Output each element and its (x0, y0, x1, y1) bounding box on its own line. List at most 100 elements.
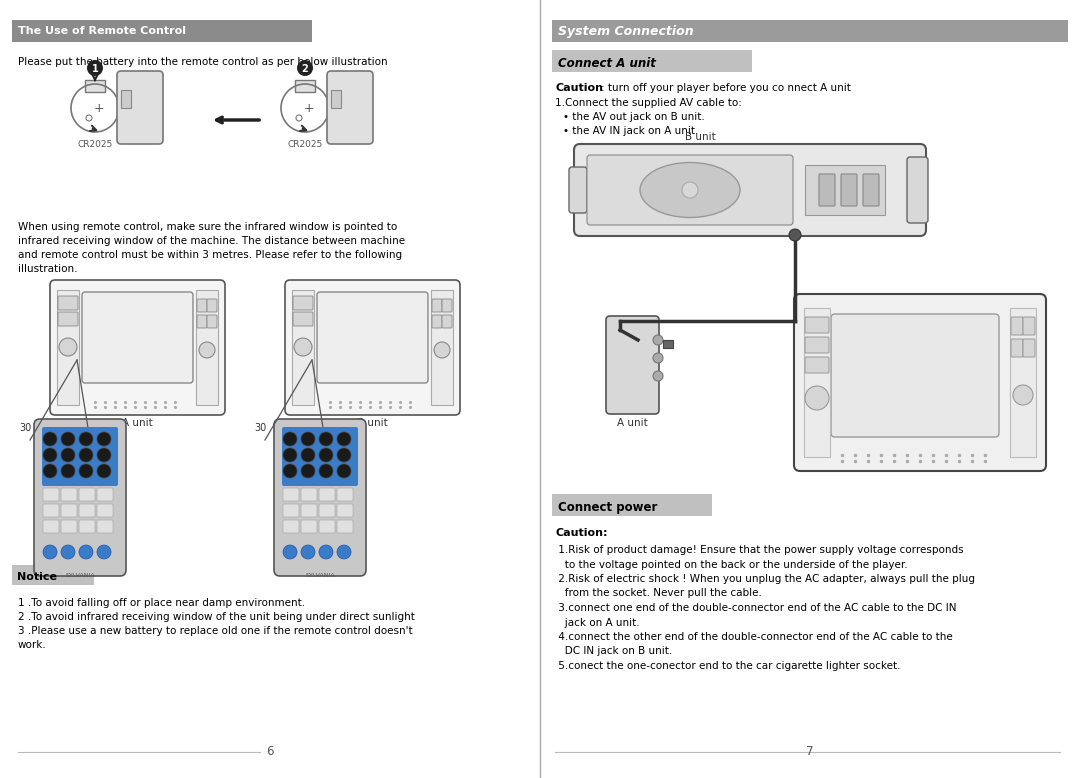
FancyBboxPatch shape (319, 504, 335, 517)
Bar (292, 290, 314, 405)
Circle shape (97, 545, 111, 559)
Text: 3 .Please use a new battery to replace old one if the remote control doesn't: 3 .Please use a new battery to replace o… (18, 626, 413, 636)
Bar (195, 290, 218, 405)
Circle shape (319, 464, 333, 478)
FancyBboxPatch shape (841, 174, 858, 206)
Circle shape (301, 545, 315, 559)
Circle shape (337, 545, 351, 559)
FancyBboxPatch shape (337, 520, 353, 533)
FancyBboxPatch shape (863, 174, 879, 206)
Text: to the voltage pointed on the back or the underside of the player.: to the voltage pointed on the back or th… (555, 559, 907, 569)
FancyBboxPatch shape (573, 144, 926, 236)
Text: 1.Connect the supplied AV cable to:: 1.Connect the supplied AV cable to: (555, 98, 742, 108)
FancyBboxPatch shape (283, 504, 299, 517)
FancyBboxPatch shape (60, 504, 77, 517)
FancyBboxPatch shape (588, 155, 793, 225)
Text: • the AV out jack on B unit.: • the AV out jack on B unit. (563, 112, 705, 122)
FancyBboxPatch shape (819, 174, 835, 206)
FancyBboxPatch shape (606, 316, 659, 414)
Text: 1: 1 (92, 64, 98, 74)
Circle shape (283, 432, 297, 446)
Circle shape (319, 448, 333, 462)
FancyBboxPatch shape (97, 488, 113, 501)
Circle shape (681, 182, 698, 198)
Circle shape (283, 545, 297, 559)
FancyBboxPatch shape (1011, 339, 1023, 357)
FancyBboxPatch shape (97, 520, 113, 533)
Bar (552, 50, 752, 72)
Circle shape (97, 432, 111, 446)
FancyBboxPatch shape (1023, 317, 1035, 335)
Text: A unit: A unit (617, 418, 647, 428)
FancyBboxPatch shape (318, 292, 428, 383)
FancyBboxPatch shape (82, 292, 193, 383)
FancyBboxPatch shape (337, 504, 353, 517)
FancyBboxPatch shape (79, 520, 95, 533)
FancyBboxPatch shape (319, 520, 335, 533)
FancyBboxPatch shape (207, 315, 217, 328)
Text: infrared receiving window of the machine. The distance between machine: infrared receiving window of the machine… (18, 236, 405, 246)
Circle shape (43, 448, 57, 462)
FancyBboxPatch shape (274, 419, 366, 576)
FancyBboxPatch shape (794, 294, 1047, 471)
FancyBboxPatch shape (197, 299, 207, 312)
FancyBboxPatch shape (831, 314, 999, 437)
Ellipse shape (640, 163, 740, 218)
Circle shape (283, 448, 297, 462)
FancyBboxPatch shape (805, 317, 829, 333)
Circle shape (59, 338, 77, 356)
Circle shape (301, 448, 315, 462)
Circle shape (653, 371, 663, 381)
Bar (805, 165, 885, 215)
Bar (804, 308, 831, 457)
FancyBboxPatch shape (805, 337, 829, 353)
Text: Connect A unit: Connect A unit (558, 57, 656, 69)
Circle shape (79, 545, 93, 559)
Text: work.: work. (18, 640, 46, 650)
Circle shape (79, 432, 93, 446)
FancyBboxPatch shape (301, 520, 318, 533)
Circle shape (337, 448, 351, 462)
Text: : turn off your player before you co nnect A unit: : turn off your player before you co nne… (600, 83, 851, 93)
FancyBboxPatch shape (43, 520, 59, 533)
Bar (552, 494, 712, 516)
Text: 2: 2 (301, 64, 309, 74)
Circle shape (199, 342, 215, 358)
Text: 7: 7 (807, 745, 813, 758)
FancyBboxPatch shape (283, 520, 299, 533)
Text: Notice: Notice (17, 572, 57, 582)
Text: 6: 6 (267, 745, 273, 758)
Text: 1 .To avoid falling off or place near damp environment.: 1 .To avoid falling off or place near da… (18, 598, 306, 608)
Text: 10°: 10° (313, 429, 327, 439)
FancyBboxPatch shape (282, 427, 357, 486)
Bar (552, 20, 1068, 42)
Text: B unit: B unit (685, 132, 715, 142)
FancyBboxPatch shape (293, 296, 313, 310)
Text: 30: 30 (18, 423, 31, 433)
Bar (121, 90, 131, 108)
Bar (85, 80, 105, 92)
Circle shape (43, 545, 57, 559)
Text: System Connection: System Connection (558, 24, 693, 37)
Text: DC IN jack on B unit.: DC IN jack on B unit. (555, 647, 672, 657)
Text: CR2025: CR2025 (78, 140, 112, 149)
Text: B unit: B unit (356, 418, 388, 428)
Text: 5.conect the one-conector end to the car cigarette lighter socket.: 5.conect the one-conector end to the car… (555, 661, 901, 671)
FancyBboxPatch shape (79, 504, 95, 517)
FancyBboxPatch shape (805, 357, 829, 373)
FancyBboxPatch shape (442, 299, 453, 312)
Text: A unit: A unit (122, 418, 152, 428)
Bar (663, 340, 673, 348)
Text: Connect power: Connect power (558, 500, 658, 513)
Circle shape (1013, 385, 1032, 405)
FancyBboxPatch shape (337, 488, 353, 501)
Text: +: + (303, 101, 314, 114)
Text: and remote control must be within 3 metres. Please refer to the following: and remote control must be within 3 metr… (18, 250, 402, 260)
Circle shape (43, 432, 57, 446)
Text: 2 .To avoid infrared receiving window of the unit being under direct sunlight: 2 .To avoid infrared receiving window of… (18, 612, 415, 622)
Circle shape (79, 464, 93, 478)
FancyBboxPatch shape (432, 315, 442, 328)
Circle shape (79, 448, 93, 462)
Text: 2.Risk of electric shock ! When you unplug the AC adapter, always pull the plug: 2.Risk of electric shock ! When you unpl… (555, 574, 975, 584)
Text: 10°: 10° (78, 429, 92, 439)
